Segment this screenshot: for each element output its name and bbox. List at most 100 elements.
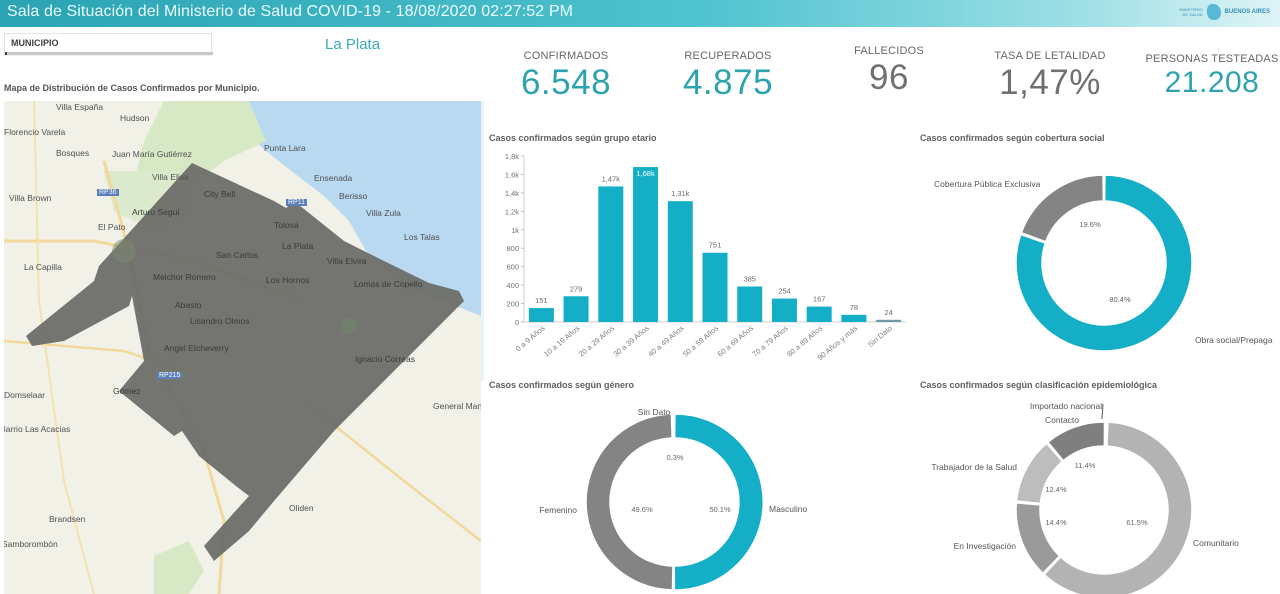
gender-chart-title: Casos confirmados según género <box>489 380 635 390</box>
map-label: Melchor Romero <box>153 272 216 282</box>
epi-chart-title: Casos confirmados según clasificación ep… <box>920 380 1158 390</box>
category-label: 50 a 59 Años <box>681 323 721 358</box>
province-map-icon <box>1206 4 1221 20</box>
slice-label: Comunitario <box>1193 538 1239 548</box>
dashboard-title: Sala de Situación del Ministerio de Salu… <box>7 3 574 20</box>
bar <box>598 186 624 322</box>
kpi-value: 4.875 <box>682 63 774 102</box>
gender-donut-chart: Masculino Femenino Sin Dato 50.1% 49.6% 0.3% <box>539 407 808 591</box>
data-label: 751 <box>709 241 722 250</box>
kpi-tasa-letalidad: TASA DE LETALIDAD 1,47% <box>960 50 1140 103</box>
kpi-label: RECUPERADOS <box>684 50 772 62</box>
map-label: Juan María Gutiérrez <box>112 149 192 159</box>
bar <box>528 308 554 322</box>
category-label: 60 a 69 Años <box>716 323 756 358</box>
map-label: Tolosa <box>274 220 299 230</box>
data-label: 1,31k <box>671 189 690 198</box>
park-area-3 <box>154 541 204 594</box>
slice-label: Trabajador de la Salud <box>931 462 1017 472</box>
map-label: General Mansilla <box>433 401 481 411</box>
donut-slice <box>1015 442 1063 505</box>
y-tick-label: 1k <box>511 226 519 235</box>
kpi-value: 6.548 <box>520 63 612 102</box>
bar <box>667 201 693 322</box>
map-label: Arturo Seguí <box>132 207 180 217</box>
map-label: Gómez <box>113 386 141 396</box>
selection-indicator <box>5 52 7 55</box>
map-label: La Plata <box>282 241 314 251</box>
donut-slice <box>1047 421 1106 462</box>
category-label: 40 a 49 Años <box>646 323 686 358</box>
category-label: Sin Dato <box>866 324 894 349</box>
la-plata-municipio <box>26 163 464 561</box>
map-label: Villa Brown <box>9 193 52 203</box>
kpi-value: 1,47% <box>999 63 1101 102</box>
y-tick-label: 1,6k <box>505 170 519 179</box>
map-label: Oliden <box>289 503 314 513</box>
map-label: Samborombón <box>4 539 58 549</box>
age-bar-chart: 0 200 400 600 800 1k 1,2k 1,4k 1,6k 1,8k 151 0 a 9 … <box>505 152 906 362</box>
data-label: 167 <box>813 295 826 304</box>
road <box>33 101 95 594</box>
bar <box>563 296 589 322</box>
bar <box>702 252 728 322</box>
data-label: 279 <box>570 284 583 293</box>
kpi-fallecidos: FALLECIDOS 96 <box>799 45 979 98</box>
kpi-personas-testeadas: PERSONAS TESTEADAS 21.208 <box>1122 53 1280 100</box>
map-label: Domselaar <box>4 390 46 400</box>
map-label: Berisso <box>339 191 368 201</box>
municipio-filter[interactable]: MUNICIPIO <box>4 33 213 55</box>
donut-slice <box>585 413 674 591</box>
logo-text-big: BUENOS AIRES <box>1224 9 1270 15</box>
map-label: El Pato <box>98 222 126 232</box>
slice-label: Masculino <box>769 504 808 514</box>
park-area <box>134 101 266 191</box>
map-label: Hudson <box>120 113 150 123</box>
map[interactable]: Villa España Hudson Florencio Varela Bos… <box>4 101 481 594</box>
slice-label: Cobertura Pública Exclusiva <box>934 179 1041 189</box>
y-tick-label: 200 <box>506 300 519 309</box>
map-canvas <box>4 101 481 594</box>
slice-value-label: 80.4% <box>1109 295 1131 304</box>
kpi-recuperados: RECUPERADOS 4.875 <box>638 50 818 103</box>
age-chart-title: Casos confirmados según grupo etario <box>489 133 657 143</box>
coverage-chart-title: Casos confirmados según cobertura social <box>920 133 1105 143</box>
slice-value-label: 0.3% <box>666 453 683 462</box>
bar <box>841 314 867 322</box>
y-tick-label: 800 <box>506 244 519 253</box>
map-label: Los Talas <box>404 232 440 242</box>
slice-label: Contacto <box>1045 415 1079 425</box>
municipio-filter-label: MUNICIPIO <box>11 38 59 48</box>
coverage-donut-chart: Obra social/Prepaga Cobertura Pública Exc… <box>934 174 1273 352</box>
map-label: Bosques <box>56 148 90 158</box>
data-label: 254 <box>778 287 791 296</box>
river-water <box>244 101 481 316</box>
y-tick-label: 600 <box>506 263 519 272</box>
map-title: Mapa de Distribución de Casos Confirmado… <box>4 83 260 93</box>
route-badge: RP215 <box>157 372 183 379</box>
slice-label: Femenino <box>539 505 577 515</box>
route-badge: RP11 <box>286 199 307 206</box>
park-area-5 <box>341 318 357 334</box>
map-label: Lomas de Copello <box>354 279 423 289</box>
epi-donut-chart: Comunitario En Investigación Trabajador de… <box>931 401 1239 594</box>
logo-text-small: MINISTERIO DE SALUD <box>1179 7 1203 17</box>
kpi-label: PERSONAS TESTEADAS <box>1145 53 1279 65</box>
y-tick-label: 1,4k <box>505 189 519 198</box>
top-bar: Sala de Situación del Ministerio de Salu… <box>0 0 1280 27</box>
category-label: 70 a 79 Años <box>750 323 790 358</box>
kpi-label: TASA DE LETALIDAD <box>994 50 1106 62</box>
map-label: Villa Zula <box>366 208 401 218</box>
map-label: Barrio Las Acacias <box>4 424 71 434</box>
donut-slice <box>1020 174 1105 243</box>
map-label: Villa Elisa <box>152 172 189 182</box>
donut-slice <box>1015 502 1061 575</box>
kpi-confirmados: CONFIRMADOS 6.548 <box>476 50 656 103</box>
data-label: 24 <box>884 308 892 317</box>
map-label: San Carlos <box>216 250 259 260</box>
data-label: 1,68k <box>636 169 655 178</box>
map-label: Los Hornos <box>266 275 310 285</box>
data-label: 151 <box>535 296 548 305</box>
bar <box>737 286 763 322</box>
slice-value-label: 61.5% <box>1126 518 1148 527</box>
